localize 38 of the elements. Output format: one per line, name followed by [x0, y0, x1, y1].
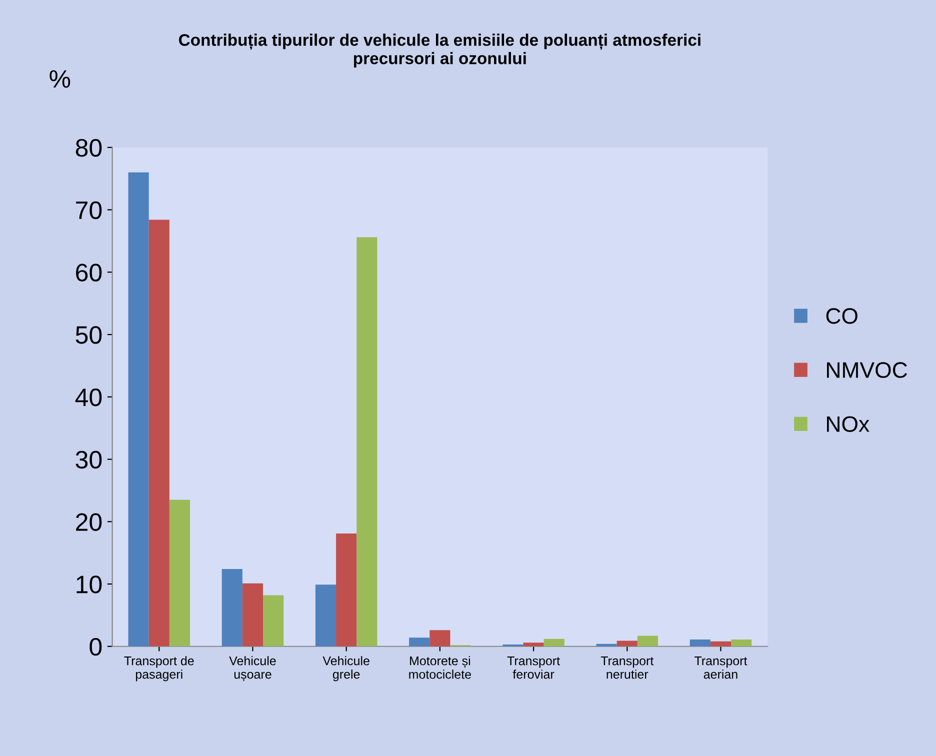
legend-label: NOx: [827, 416, 870, 432]
bar: [222, 569, 242, 646]
bar: [430, 630, 450, 646]
x-tick-label: Transport nerutier: [600, 656, 654, 679]
y-tick-label: 50: [76, 326, 102, 344]
x-tick-label: Vehicule grele: [322, 656, 370, 682]
bar: [356, 237, 378, 646]
x-tick-label: Vehicule ușoare: [229, 656, 276, 682]
bar: [242, 583, 264, 646]
legend-label: NMVOC: [827, 362, 908, 378]
legend-label: CO: [826, 308, 858, 324]
bar: [263, 595, 284, 646]
bar: [169, 500, 190, 646]
bar: [690, 640, 710, 646]
bar: [523, 642, 544, 646]
y-tick-label: 20: [76, 513, 102, 531]
bar: [544, 638, 564, 646]
x-tick-label: Transport aerian: [694, 656, 748, 679]
bar: [336, 533, 357, 646]
y-tick-label: 10: [76, 576, 102, 594]
bar: [710, 641, 732, 646]
y-tick-label: 0: [90, 638, 102, 656]
y-tick-label: 80: [76, 139, 102, 157]
bar: [128, 172, 149, 646]
bar: [637, 636, 658, 646]
bar: [409, 638, 430, 646]
y-axis-title: %: [50, 70, 70, 88]
x-tick-label: Transport de pasageri: [124, 656, 194, 682]
y-tick-label: 40: [75, 388, 102, 406]
x-tick-label: Motorete și motociclete: [409, 656, 471, 679]
chart-title: Contribuția tipurilor de vehicule la emisiile de poluanți atmosferici precursori ai ozonului: [179, 34, 700, 68]
bar: [731, 640, 752, 646]
y-tick-label: 30: [76, 450, 102, 469]
y-tick-label: 70: [76, 201, 102, 220]
x-tick-label: Transport feroviar: [507, 656, 560, 679]
bar: [148, 220, 170, 646]
y-tick-label: 60: [76, 264, 102, 282]
bar: [315, 584, 336, 646]
